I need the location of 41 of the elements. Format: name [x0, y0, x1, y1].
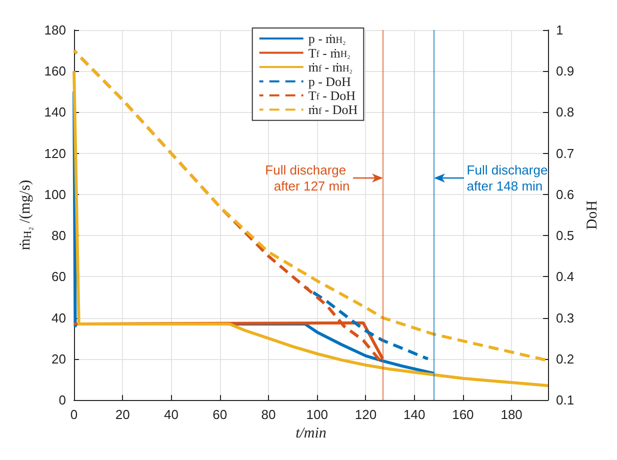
x-tick-label: 180	[500, 407, 522, 422]
y-tick-label: 160	[44, 64, 66, 79]
y2-tick-label: 0.1	[556, 392, 574, 408]
x-tick-label: 60	[212, 407, 228, 422]
y-axis-title: ṁH₂ /(mg/s)	[17, 180, 34, 250]
x-tick-label: 120	[354, 407, 377, 422]
y-tick-label: 140	[44, 104, 66, 120]
x-tick-label: 80	[261, 407, 276, 422]
y2-tick-label: 0.2	[556, 351, 574, 366]
legend-label: ṁf - DoH	[308, 102, 358, 118]
y2-tick-label: 0.5	[556, 228, 574, 244]
x-tick-label: 0	[70, 407, 78, 422]
y2-tick-label: 0.3	[556, 310, 574, 326]
legend-label: Tf - DoH	[308, 88, 356, 103]
legend-label: p - DoH	[308, 74, 351, 89]
x-tick-label: 100	[306, 407, 328, 422]
y-tick-label: 100	[44, 186, 66, 202]
x-tick-label: 20	[115, 407, 130, 422]
y2-tick-label: 0.4	[556, 269, 574, 284]
y2-tick-label: 0.9	[556, 64, 574, 79]
legend-label: p - ṁH₂	[308, 31, 346, 46]
y2-tick-label: 0.8	[556, 104, 574, 120]
legend-label: Tf - ṁH₂	[308, 45, 350, 60]
x-tick-label: 40	[164, 407, 178, 422]
y-tick-label: 20	[52, 351, 66, 366]
annotation: Full discharge after 148 min	[466, 162, 552, 194]
y-tick-label: 40	[52, 310, 66, 326]
y-tick-label: 180	[44, 22, 66, 38]
y-tick-label: 60	[52, 269, 66, 284]
y-tick-label: 120	[44, 146, 66, 161]
y2-tick-label: 0.6	[556, 186, 574, 202]
y2-tick-label: 1	[556, 22, 564, 38]
y-tick-label: 0	[58, 392, 66, 408]
legend-label: ṁf - ṁH₂	[308, 60, 353, 75]
x-tick-label: 140	[403, 407, 426, 422]
annotation: Full discharge after 127 min	[265, 162, 350, 194]
x-tick-label: 160	[452, 407, 474, 422]
x-axis-title: t/min	[296, 426, 326, 442]
y2-axis-title: DoH	[584, 200, 600, 230]
y-tick-label: 80	[52, 228, 66, 244]
y2-tick-label: 0.7	[556, 146, 574, 161]
